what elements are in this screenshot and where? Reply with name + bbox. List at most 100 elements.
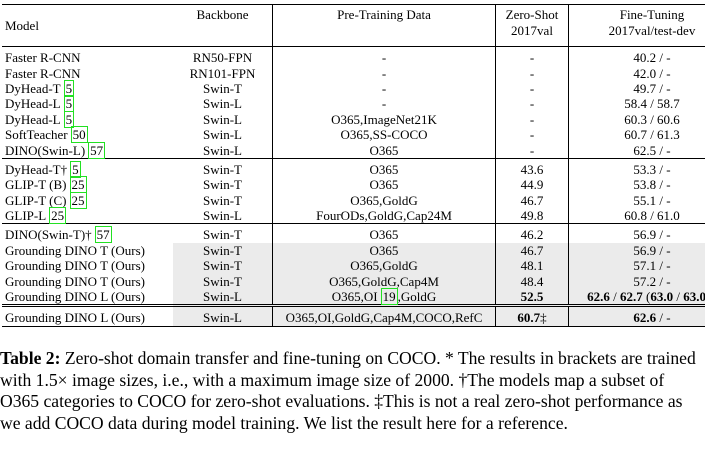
cell-text: 43.6 — [520, 161, 544, 177]
header-cell: Backbone — [173, 5, 273, 47]
cell-text: 49.7 / - — [633, 80, 671, 96]
table-cell: DyHead-T 5 — [2, 79, 173, 97]
cell-text: 56.9 / - — [633, 242, 671, 258]
cell-text: Faster R-CNN — [5, 65, 81, 81]
table-cell: 44.9 — [495, 177, 569, 193]
cell-text: 48.1 — [520, 258, 544, 274]
table-cell: RN50-FPN — [173, 47, 273, 66]
cell-text: RN101-FPN — [189, 65, 256, 81]
header-cell: Fine-Tuning 2017val/test-dev — [568, 4, 705, 47]
table-cell: - — [495, 65, 569, 81]
table-cell: 62.6 / 62.7 (63.0 / 63.0)* — [568, 288, 705, 306]
cell-text: Swin-T — [203, 242, 242, 258]
citation: 50 — [70, 126, 88, 144]
table-cell: Swin-L — [173, 208, 273, 224]
table-row: GLIP-T (B) 25 Swin-T O365 44.9 53.8 / - — [2, 176, 705, 194]
cell-text: 48.4 — [520, 273, 544, 289]
cell-text: O365,SS-COCO — [340, 127, 428, 143]
cell-text: Swin-T — [203, 161, 242, 177]
table-row: SoftTeacher 50 Swin-L O365,SS-COCO - 60.7 / 6… — [2, 126, 705, 144]
cell-text: O365 — [369, 161, 399, 177]
cell-text: Swin-T — [203, 80, 242, 96]
cell-text: 62.5 / - — [633, 142, 671, 158]
header-text: 2017val/test-dev — [608, 23, 696, 38]
cell-text: O365,ImageNet21K — [331, 111, 437, 127]
cell-text: Swin-L — [203, 208, 242, 224]
cell-text: Swin-T — [203, 192, 242, 208]
cell-text: 46.7 — [520, 242, 544, 258]
table-cell: 53.3 / - — [568, 158, 705, 178]
table-cell: 53.8 / - — [568, 177, 705, 193]
table-cell: Swin-L — [173, 142, 273, 158]
table-row: GLIP-L 25 Swin-L FourODs,GoldG,Cap24M 49.8 60… — [2, 207, 705, 225]
table-row: GLIP-T (C) 25 Swin-T O365,GoldG 46.7 55.1 / - — [2, 191, 705, 209]
cell-text: 60.8 / 61.0 — [624, 208, 680, 224]
caption-text: Zero-shot domain transfer and fine-tunin… — [0, 348, 696, 433]
cell-text: Swin-L — [203, 289, 242, 305]
cell-text: Grounding DINO T (Ours) — [5, 258, 145, 274]
table-cell: 40.2 / - — [568, 46, 705, 66]
table-cell: DyHead-L 5 — [2, 95, 173, 113]
table-cell: 46.7 — [495, 242, 569, 259]
cell-text: / — [673, 289, 684, 305]
cell-text: 60.3 / 60.6 — [624, 111, 680, 127]
cell-text: 55.1 / - — [633, 192, 671, 208]
header-row: Model Backbone Pre-Training Data Zero-Shot 2… — [2, 4, 705, 47]
cell-text: Swin-T — [203, 177, 242, 193]
table-cell: 42.0 / - — [568, 65, 705, 81]
cell-text: Grounding DINO L (Ours) — [5, 310, 145, 326]
table-row: Grounding DINO L (Ours) Swin-L O365,OI,Gol… — [2, 305, 705, 327]
cell-text: 56.9 / - — [633, 227, 671, 243]
table-cell: Swin-T — [173, 242, 273, 259]
cell-text: - — [529, 127, 535, 143]
cell-text: DyHead-T — [5, 80, 61, 96]
cell-text: O365,GoldG,Cap4M — [329, 273, 439, 289]
cell-text: O365,OI — [331, 289, 378, 305]
table-row: DyHead-L 5 Swin-L - - 58.4 / 58.7 — [2, 95, 705, 113]
cell-text: 53.3 / - — [633, 161, 671, 177]
cell-text: 62.6 — [587, 289, 610, 305]
table-cell: 60.8 / 61.0 — [568, 207, 705, 224]
cell-text: O365 — [369, 242, 399, 258]
table-cell: - — [495, 96, 569, 112]
header-text: Model — [5, 18, 39, 33]
table-row: Grounding DINO L (Ours) Swin-L O365,OI 19 ,G… — [2, 288, 705, 306]
header-text: 2017val — [511, 23, 553, 38]
header-cell: Model — [2, 5, 173, 47]
table-cell: Swin-T — [173, 81, 273, 96]
table-cell: - — [495, 126, 569, 143]
cell-text: - — [529, 80, 535, 96]
table-cell: O365,ImageNet21K — [272, 111, 496, 127]
table-cell: Swin-T — [173, 224, 273, 243]
table-cell: Grounding DINO T (Ours) — [2, 243, 173, 258]
table-cell: 62.5 / - — [568, 142, 705, 159]
cell-text: O365,GoldG — [350, 192, 418, 208]
table-cell: Grounding DINO L (Ours) — [2, 289, 173, 306]
table-row: Faster R-CNN RN101-FPN - - 42.0 / - — [2, 65, 705, 81]
table-cell: GLIP-T (B) 25 — [2, 176, 173, 194]
cell-text: 53.8 / - — [633, 177, 671, 193]
table-cell: - — [495, 80, 569, 97]
cell-text: SoftTeacher — [5, 127, 68, 143]
cell-text: - — [529, 65, 535, 81]
cell-text: Grounding DINO L (Ours) — [5, 289, 145, 305]
table-cell: 55.1 / - — [568, 192, 705, 208]
table-cell: O365 — [272, 177, 496, 193]
table-cell: 49.8 — [495, 207, 569, 224]
table-cell: DINO(Swin-T)† 57 — [2, 224, 173, 244]
citation: 5 — [63, 79, 75, 97]
table-cell: O365 — [272, 158, 496, 178]
citation: 57 — [94, 226, 112, 244]
table-cell: Swin-T — [173, 273, 273, 289]
cell-text: 60.7 — [517, 310, 541, 326]
cell-text: GLIP-T (C) — [5, 192, 67, 208]
table-cell: Swin-T — [173, 258, 273, 274]
table-cell: Faster R-CNN — [2, 65, 173, 81]
cell-text: 42.0 / - — [633, 65, 671, 81]
citation: 5 — [63, 95, 75, 113]
cell-text: FourODs,GoldG,Cap24M — [316, 208, 452, 224]
cell-text: Swin-L — [203, 96, 242, 112]
table-cell: - — [272, 96, 496, 112]
header-text: Zero-Shot — [505, 7, 559, 22]
